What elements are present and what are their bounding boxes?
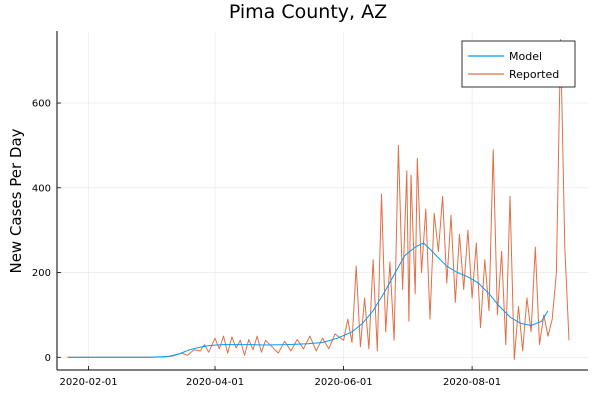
y-tick-label: 400 <box>32 183 51 194</box>
chart-title: Pima County, AZ <box>229 1 387 23</box>
legend-label-reported: Reported <box>509 68 559 81</box>
legend: Model Reported <box>461 40 576 88</box>
x-tick-label: 2020-08-01 <box>443 377 501 388</box>
series-line-model <box>67 242 549 358</box>
y-tick-label: 200 <box>32 268 51 279</box>
y-tick-label: 0 <box>45 353 51 364</box>
x-tick-label: 2020-02-01 <box>60 377 118 388</box>
legend-label-model: Model <box>509 50 542 63</box>
axes-layer <box>56 31 588 371</box>
x-tick-label: 2020-04-01 <box>186 377 244 388</box>
series-line-reported <box>67 39 570 360</box>
y-tick-label: 600 <box>32 99 51 110</box>
series-layer <box>67 39 570 360</box>
tick-layer: 0 200 400 600 2020-02-01 2020-04-01 2020-06-01… <box>32 99 501 388</box>
y-axis-title: New Cases Per Day <box>7 128 25 273</box>
legend-box <box>461 40 576 88</box>
x-tick-label: 2020-06-01 <box>315 377 373 388</box>
